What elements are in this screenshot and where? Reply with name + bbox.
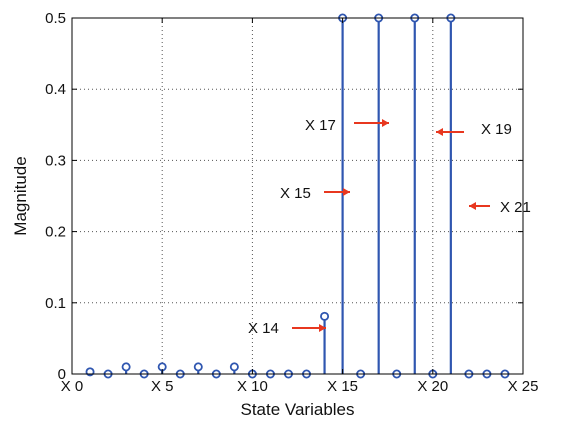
y-axis-ticks: 0 0.1 0.2 0.3 0.4 0.5 bbox=[45, 10, 523, 383]
x-tick-label: X 25 bbox=[508, 378, 539, 395]
annotation-label: X 14 bbox=[248, 320, 279, 337]
annotation-label: X 17 bbox=[305, 117, 336, 134]
y-tick-label: 0.5 bbox=[45, 10, 66, 27]
annotation-label: X 21 bbox=[500, 199, 531, 216]
annotation-arrow-head bbox=[469, 202, 476, 210]
annotation-arrow-head bbox=[382, 119, 389, 127]
stem-marker bbox=[320, 311, 330, 321]
x-tick-label: X 5 bbox=[151, 378, 174, 395]
annotation-arrow-head bbox=[319, 324, 326, 332]
annotation-label: X 19 bbox=[481, 121, 512, 138]
y-tick-label: 0 bbox=[58, 366, 66, 383]
stem-marker bbox=[193, 362, 203, 372]
annotation-arrow-head bbox=[436, 128, 443, 136]
y-tick-label: 0.2 bbox=[45, 224, 66, 241]
stem-marker bbox=[229, 362, 239, 372]
y-tick-label: 0.1 bbox=[45, 295, 66, 312]
annotations: X 14 X 15 X 17 X 19 X 21 bbox=[248, 117, 531, 337]
x-tick-label: X 10 bbox=[237, 378, 268, 395]
y-tick-label: 0.4 bbox=[45, 81, 66, 98]
x-tick-label: X 0 bbox=[61, 378, 84, 395]
y-tick-label: 0.3 bbox=[45, 152, 66, 169]
plot-frame bbox=[71, 17, 524, 375]
y-axis-label: Magnitude bbox=[11, 156, 30, 235]
x-tick-label: X 15 bbox=[327, 378, 358, 395]
x-axis-ticks: X 0 X 5 X 10 X 15 X 20 X 25 bbox=[61, 18, 539, 395]
stem-marker bbox=[121, 362, 131, 372]
x-axis-label: State Variables bbox=[240, 400, 354, 419]
x-tick-label: X 20 bbox=[417, 378, 448, 395]
annotation-label: X 15 bbox=[280, 185, 311, 202]
annotation-arrow-head bbox=[343, 188, 350, 196]
